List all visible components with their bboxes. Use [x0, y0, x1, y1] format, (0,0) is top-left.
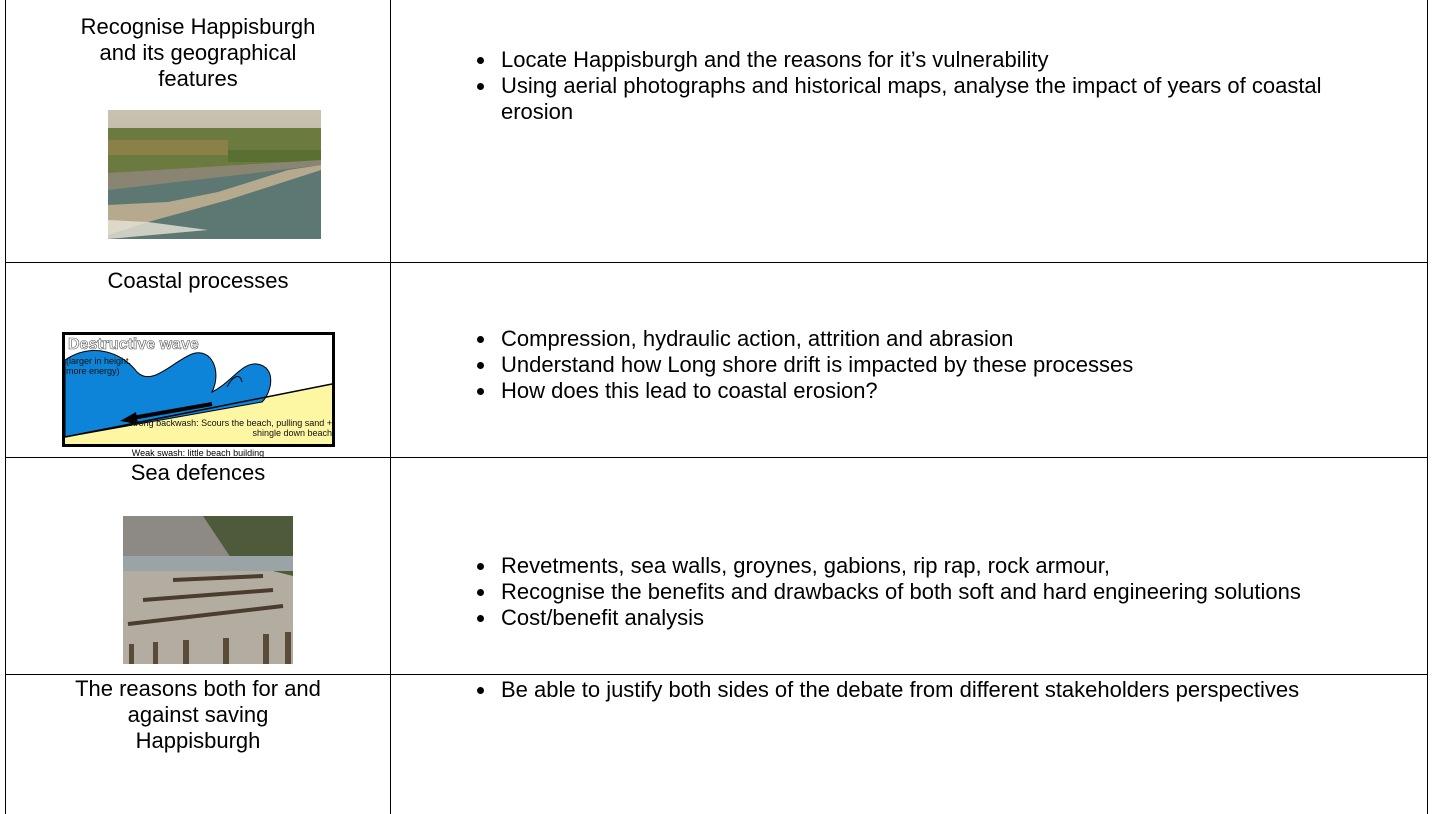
sea-defence-photo [123, 516, 293, 664]
wave-diagram: Destructive wave (larger in height, more… [62, 332, 335, 462]
bullet-point: Using aerial photographs and historical … [497, 73, 1375, 125]
table-row: Recognise Happisburgh and its geographic… [5, 0, 1428, 263]
topic-cell: Sea defences [6, 458, 391, 675]
table-row: The reasons both for and against saving … [5, 674, 1428, 814]
figure-label: Strong backwash: Scours the beach, pulli… [112, 418, 334, 438]
bullet-list: Locate Happisburgh and the reasons for i… [391, 47, 1375, 125]
bullet-point: Revetments, sea walls, groynes, gabions,… [497, 553, 1375, 579]
figure-title: Destructive wave [68, 336, 199, 353]
bullet-point: Cost/benefit analysis [497, 605, 1375, 631]
points-cell: Compression, hydraulic action, attrition… [391, 263, 1427, 458]
document: Recognise Happisburgh and its geographic… [0, 0, 1433, 789]
bullet-point: Recognise the benefits and drawbacks of … [497, 579, 1375, 605]
bullet-point: Be able to justify both sides of the deb… [497, 677, 1375, 703]
bullet-point: Locate Happisburgh and the reasons for i… [497, 47, 1375, 73]
topic-cell: The reasons both for and against saving … [6, 675, 391, 814]
table-row: Coastal processes Destructive wave (larg… [5, 262, 1428, 458]
aerial-photo [108, 110, 321, 239]
points-cell: Locate Happisburgh and the reasons for i… [391, 0, 1427, 263]
bullet-point: Understand how Long shore drift is impac… [497, 352, 1375, 378]
topic: Coastal processes [67, 268, 329, 294]
bullet-list: Revetments, sea walls, groynes, gabions,… [391, 553, 1375, 631]
topic: Sea defences [67, 460, 329, 486]
topic: The reasons both for and against saving … [67, 676, 329, 754]
bullet-list: Be able to justify both sides of the deb… [391, 677, 1375, 703]
table-row: Sea defences Revetments, sea walls, groy… [5, 457, 1428, 675]
bullet-point: How does this lead to coastal erosion? [497, 378, 1375, 404]
bullet-point: Compression, hydraulic action, attrition… [497, 326, 1375, 352]
topic-cell: Coastal processes Destructive wave (larg… [6, 263, 391, 458]
topic-cell: Recognise Happisburgh and its geographic… [6, 0, 391, 263]
bullet-list: Compression, hydraulic action, attrition… [391, 326, 1375, 404]
figure-label: (larger in height, more energy) [66, 356, 151, 376]
topic: Recognise Happisburgh and its geographic… [67, 14, 329, 92]
points-cell: Be able to justify both sides of the deb… [391, 675, 1427, 814]
points-cell: Revetments, sea walls, groynes, gabions,… [391, 458, 1427, 675]
